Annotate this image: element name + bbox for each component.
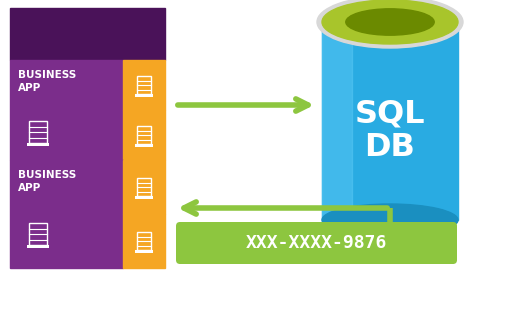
Bar — [10, 8, 165, 60]
Text: BUSINESS
APP: BUSINESS APP — [18, 70, 76, 93]
Bar — [135, 144, 153, 147]
Bar — [135, 196, 153, 199]
Bar — [137, 126, 151, 144]
Bar — [123, 214, 165, 268]
Bar — [27, 143, 49, 146]
Ellipse shape — [322, 0, 458, 44]
Bar — [123, 60, 165, 110]
Bar — [135, 250, 153, 253]
Polygon shape — [322, 22, 352, 220]
Bar — [137, 76, 151, 94]
Bar — [10, 60, 123, 160]
FancyBboxPatch shape — [176, 222, 457, 264]
Bar — [27, 245, 49, 248]
Ellipse shape — [317, 0, 463, 48]
Bar — [123, 110, 165, 160]
Bar — [135, 94, 153, 97]
Text: XXX-XXXX-9876: XXX-XXXX-9876 — [246, 234, 387, 252]
Text: BUSINESS
APP: BUSINESS APP — [18, 170, 76, 193]
Text: SQL
DB: SQL DB — [354, 99, 425, 163]
Bar — [29, 223, 47, 245]
Bar — [10, 160, 123, 268]
Ellipse shape — [322, 204, 458, 236]
Bar — [137, 232, 151, 250]
Bar — [137, 178, 151, 196]
Ellipse shape — [346, 9, 434, 35]
Bar — [29, 121, 47, 143]
Polygon shape — [322, 22, 458, 220]
Bar — [123, 160, 165, 214]
